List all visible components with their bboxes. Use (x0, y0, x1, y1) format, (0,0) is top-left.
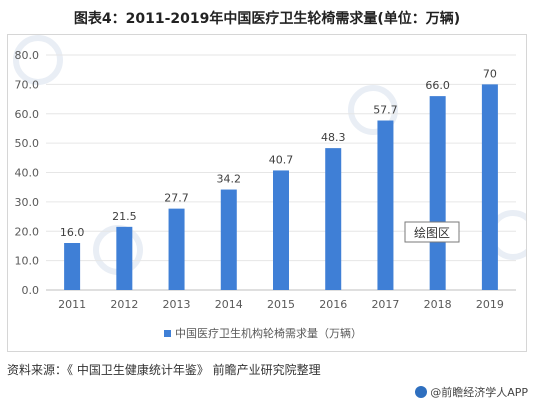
x-tick-label: 2012 (110, 298, 138, 311)
brand-logo-icon (415, 386, 428, 398)
bar (273, 170, 289, 290)
bar (168, 208, 185, 290)
bar (325, 148, 342, 290)
y-tick-label: 60.0 (15, 108, 40, 121)
plot-area-tag: 绘图区 (404, 221, 460, 243)
x-tick-label: 2016 (319, 298, 347, 311)
brand-label: @前瞻经济学人APP (430, 386, 528, 399)
x-tick-label: 2015 (267, 298, 295, 311)
y-tick-label: 0.0 (22, 284, 40, 297)
legend: 中国医疗卫生机构轮椅需求量（万辆） (164, 326, 362, 340)
y-tick-label: 80.0 (15, 49, 40, 62)
x-tick-label: 2017 (371, 298, 399, 311)
bar (429, 96, 446, 290)
bar (377, 120, 394, 290)
plot-area-label: 绘图区 (414, 225, 450, 240)
x-axis-ticks: 2011 2012 2013 2014 2015 2016 2017 2018 2019 (58, 298, 504, 311)
data-label: 40.7 (269, 153, 294, 166)
bar (481, 84, 498, 290)
data-label: 27.7 (164, 192, 189, 205)
data-label: 48.3 (321, 131, 346, 144)
y-tick-label: 70.0 (15, 78, 40, 91)
y-tick-label: 10.0 (15, 255, 40, 268)
chart-frame: 0.0 10.0 20.0 30.0 40.0 50.0 60.0 70.0 80.0 16.0… (7, 34, 527, 352)
legend-swatch (164, 330, 171, 337)
y-axis-ticks: 0.0 10.0 20.0 30.0 40.0 50.0 60.0 70.0 80.0 (15, 49, 40, 297)
y-tick-label: 20.0 (15, 225, 40, 238)
x-tick-label: 2013 (163, 298, 191, 311)
chart-title: 图表4：2011-2019年中国医疗卫生轮椅需求量(单位：万辆) (73, 11, 461, 27)
x-tick-label: 2014 (215, 298, 243, 311)
data-label: 21.5 (112, 210, 137, 223)
bar-chart: 0.0 10.0 20.0 30.0 40.0 50.0 60.0 70.0 80.0 16.0… (13, 35, 526, 340)
legend-label: 中国医疗卫生机构轮椅需求量（万辆） (175, 326, 362, 340)
bar (64, 243, 81, 290)
y-tick-label: 40.0 (15, 167, 40, 180)
brand-credit: @前瞻经济学人APP (415, 384, 528, 400)
data-label: 34.2 (217, 173, 242, 186)
bar (116, 226, 133, 290)
y-tick-label: 50.0 (15, 137, 40, 150)
x-tick-label: 2019 (476, 298, 504, 311)
bars (64, 84, 498, 290)
bar (220, 189, 237, 290)
x-tick-label: 2018 (424, 298, 452, 311)
data-label: 70 (483, 67, 497, 80)
data-label: 57.7 (373, 104, 398, 117)
data-label: 66.0 (425, 79, 450, 92)
data-labels: 16.0 21.5 27.7 34.2 40.7 48.3 57.7 66.0 70 (60, 67, 497, 239)
data-label: 16.0 (60, 226, 85, 239)
y-tick-label: 30.0 (15, 196, 40, 209)
x-tick-label: 2011 (58, 298, 86, 311)
source-note: 资料来源：《 中国卫生健康统计年鉴》 前瞻产业研究院整理 (7, 363, 321, 377)
